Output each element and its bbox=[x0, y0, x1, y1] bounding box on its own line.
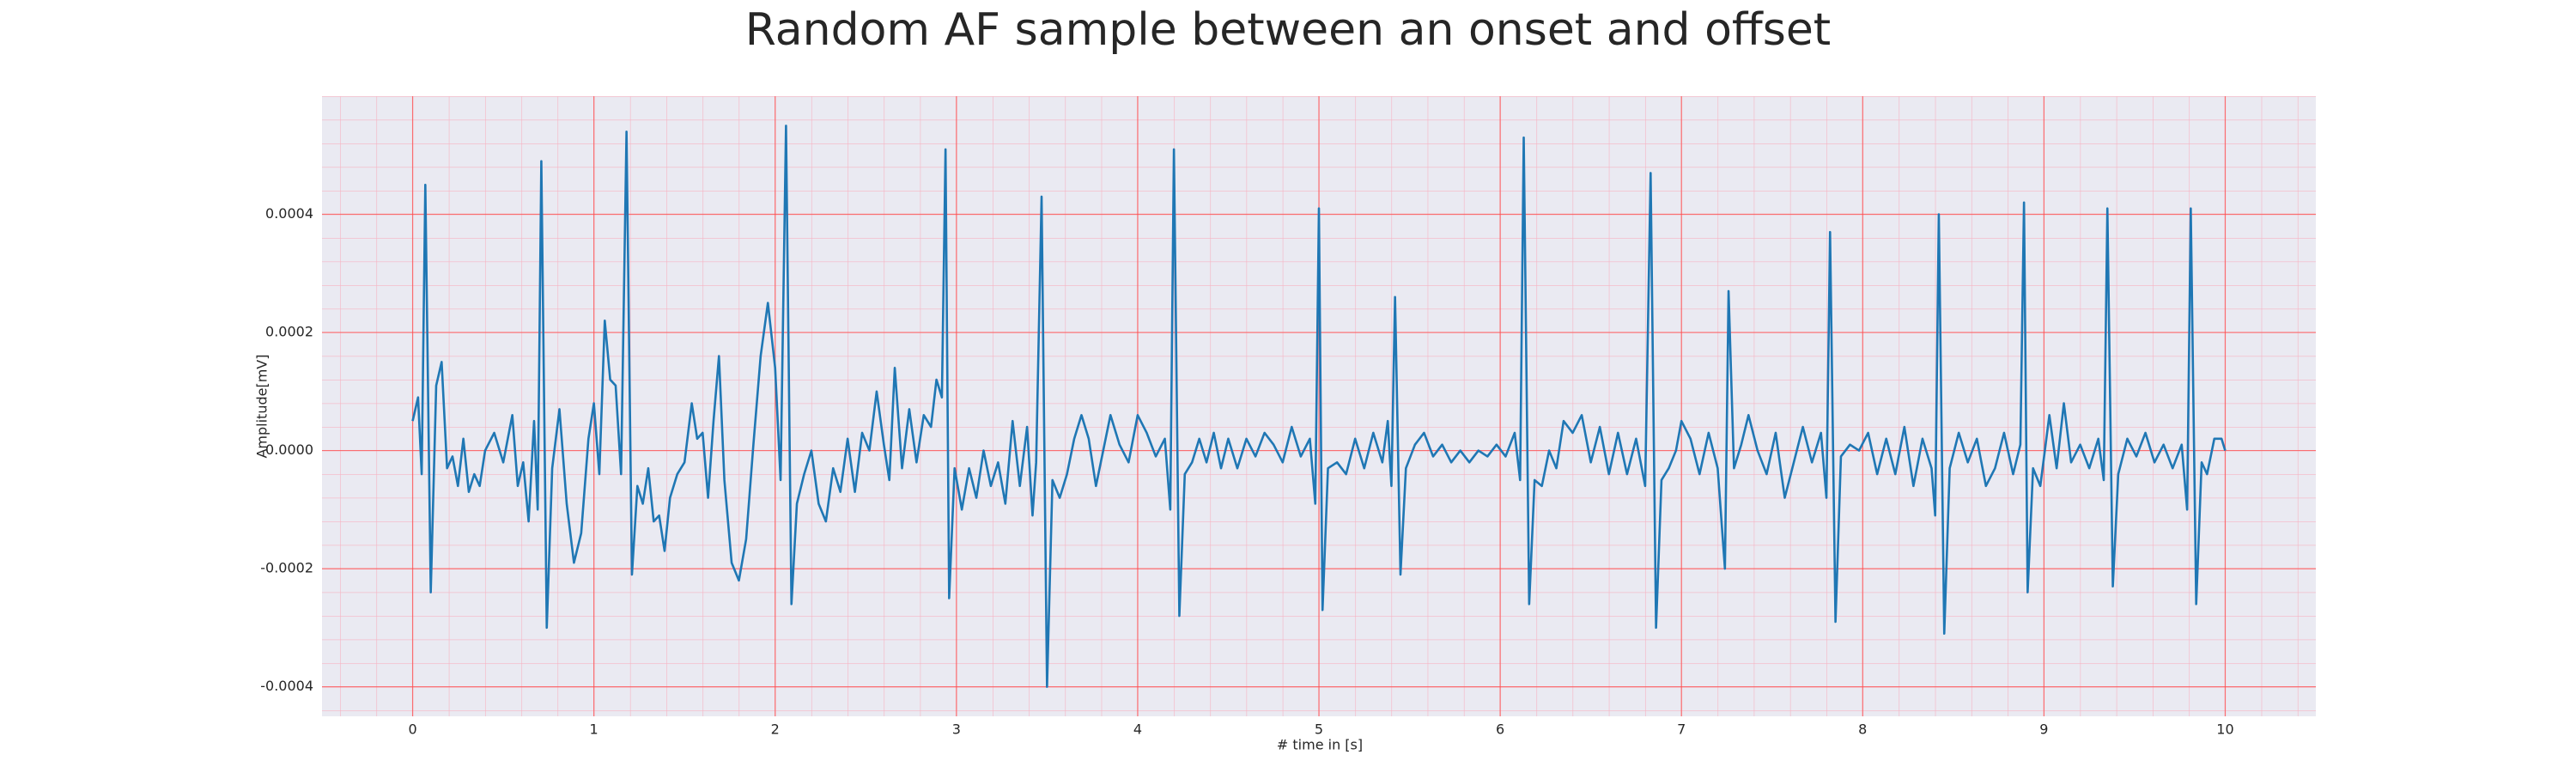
x-tick-label: 10 bbox=[2216, 721, 2233, 738]
y-tick-label: 0.0000 bbox=[265, 441, 313, 458]
x-tick-label: 2 bbox=[771, 721, 780, 738]
x-tick-label: 0 bbox=[408, 721, 416, 738]
x-axis-label: # time in [s] bbox=[1277, 737, 1363, 753]
y-tick-label: -0.0002 bbox=[260, 560, 313, 576]
signal-line bbox=[411, 125, 2227, 688]
x-tick-label: 6 bbox=[1496, 721, 1504, 738]
x-tick-label: 9 bbox=[2039, 721, 2048, 738]
y-tick-label: -0.0004 bbox=[260, 678, 313, 694]
y-axis-label: Amplitude[mV] bbox=[254, 354, 270, 458]
x-tick-label: 5 bbox=[1315, 721, 1323, 738]
x-tick-label: 7 bbox=[1677, 721, 1686, 738]
x-tick-label: 3 bbox=[952, 721, 961, 738]
y-tick-label: 0.0004 bbox=[265, 205, 313, 222]
x-tick-label: 1 bbox=[590, 721, 598, 738]
y-tick-label: 0.0002 bbox=[265, 324, 313, 340]
x-tick-label: 8 bbox=[1858, 721, 1867, 738]
x-tick-label: 4 bbox=[1133, 721, 1142, 738]
chart-title: Random AF sample between an onset and of… bbox=[745, 4, 1831, 56]
